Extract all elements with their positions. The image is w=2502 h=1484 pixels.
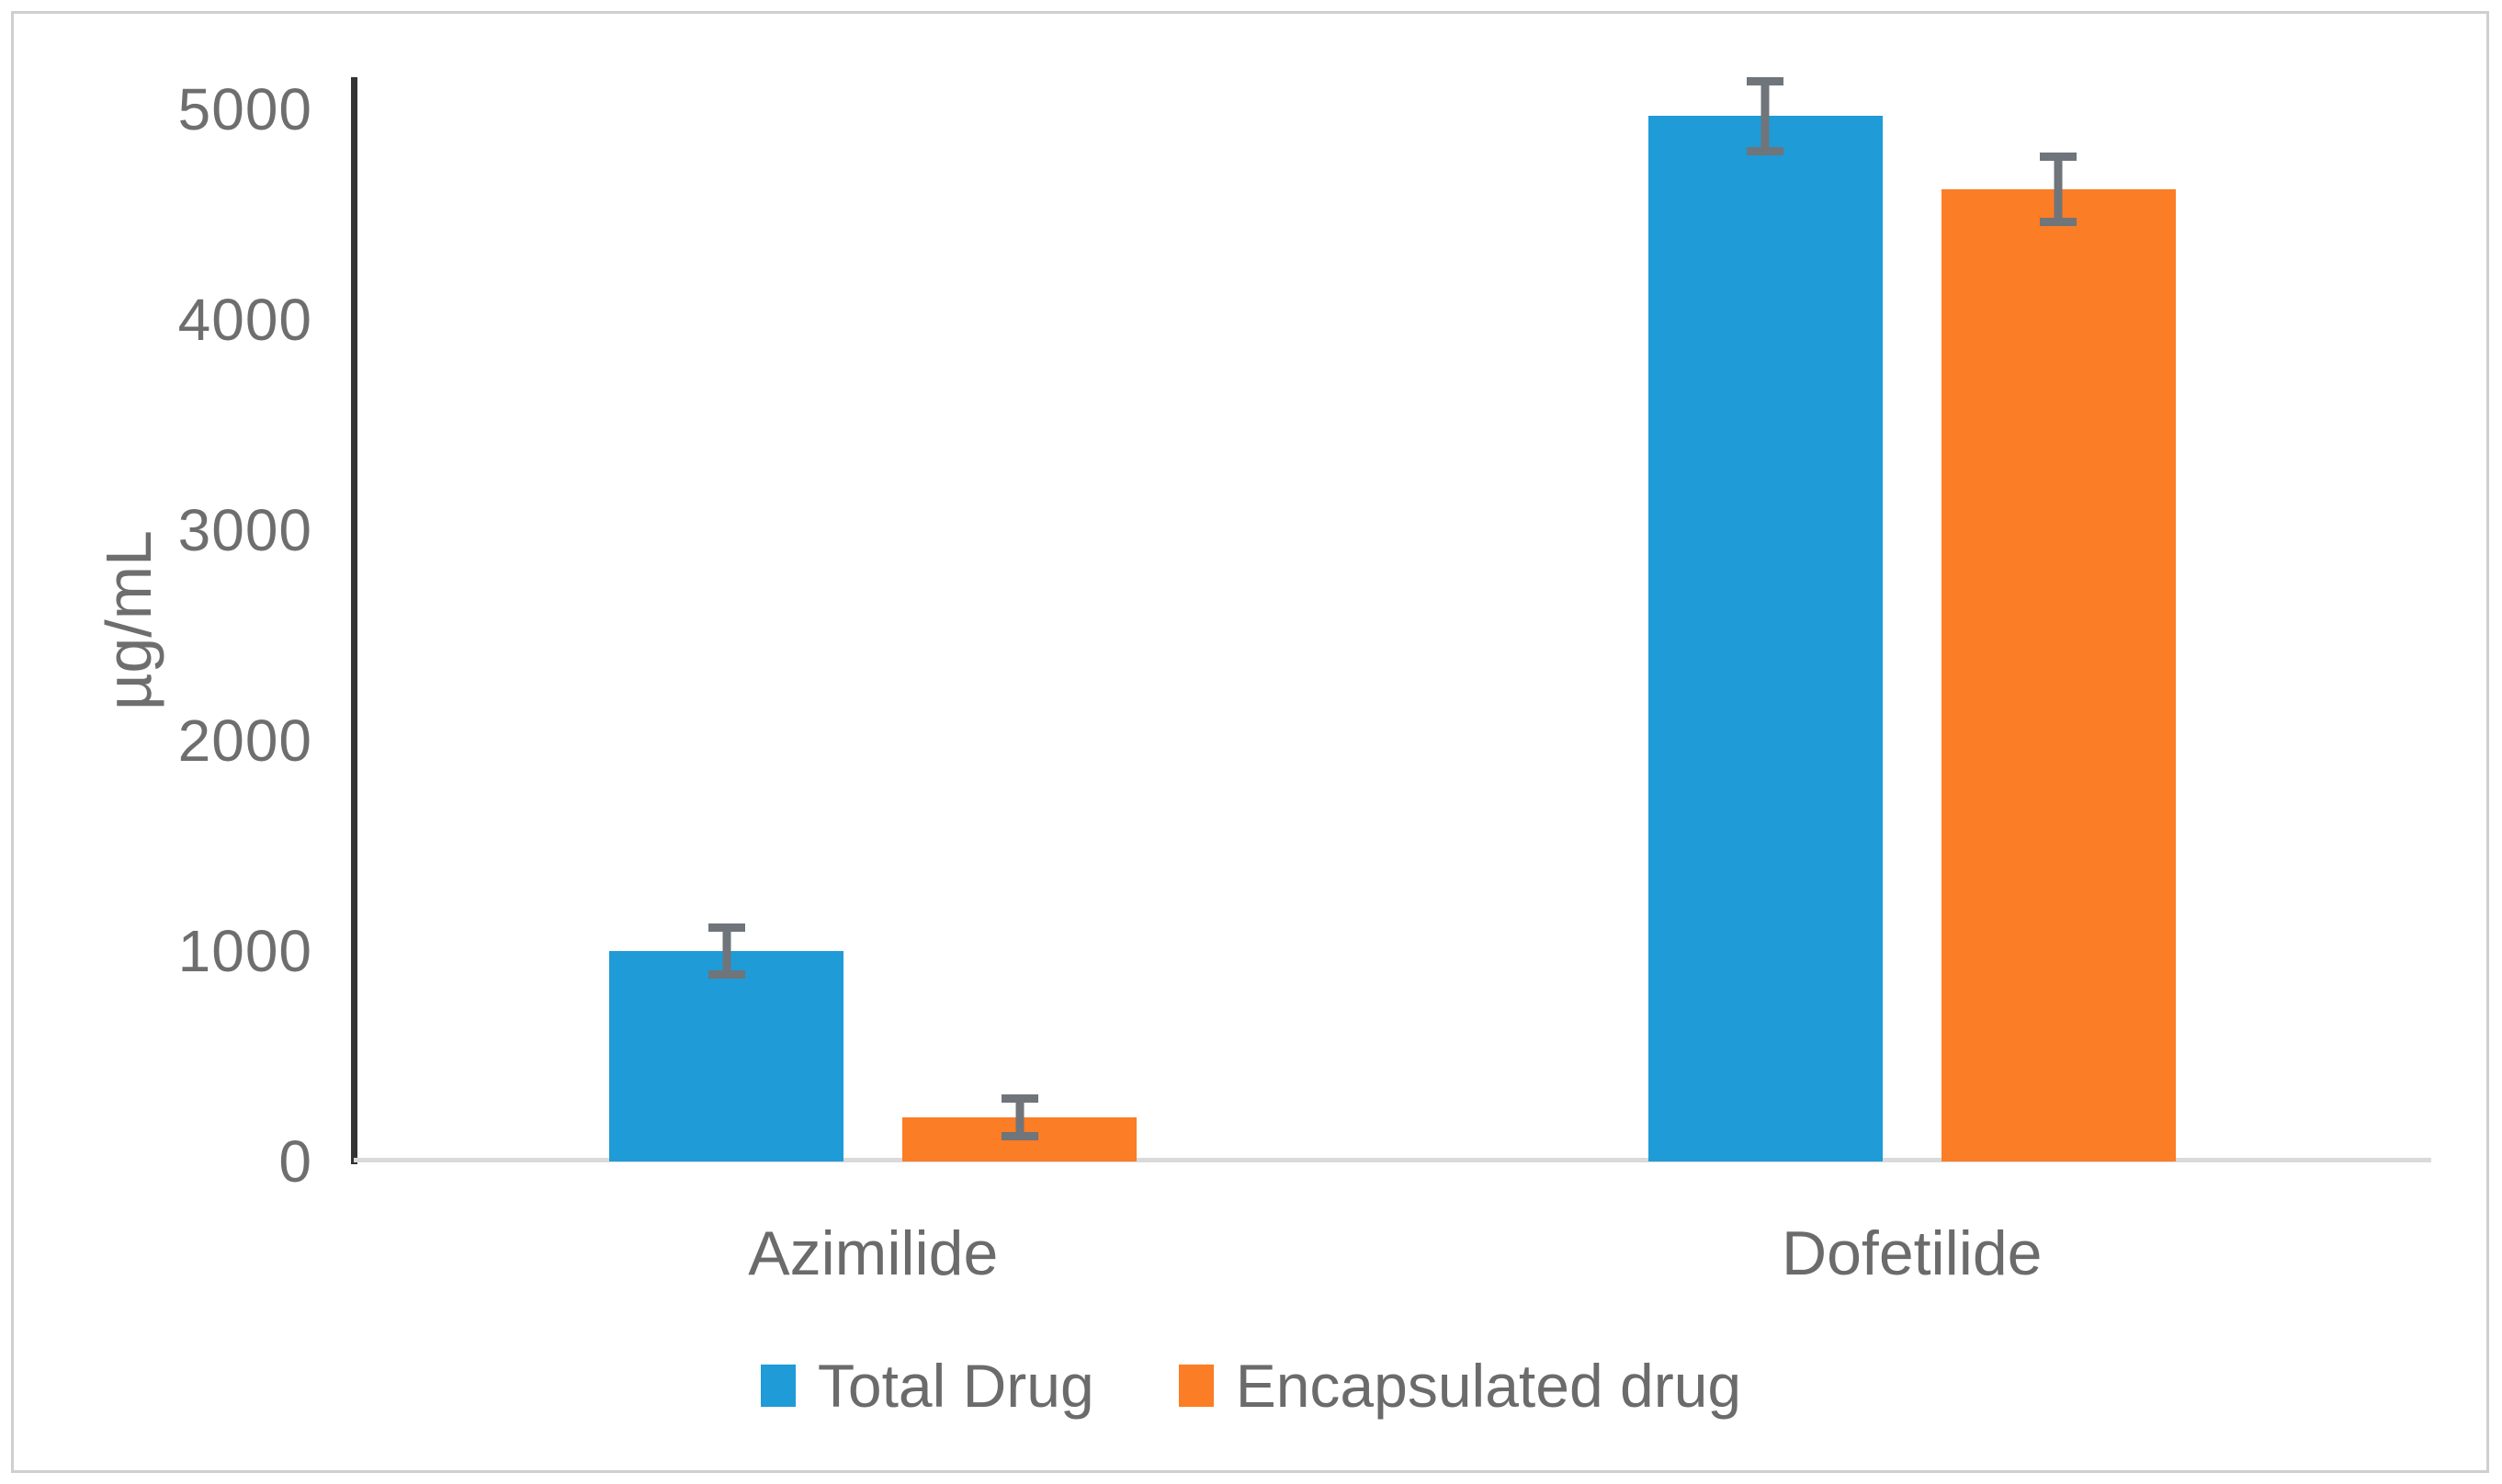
legend-swatch-encapsulated-drug <box>1178 1365 1214 1407</box>
error-bar-cap-top <box>1001 1093 1038 1103</box>
error-bar-cap-bottom <box>1001 1132 1038 1141</box>
x-axis-category-labels: Azimilide Dofetilide <box>354 1215 2431 1297</box>
x-axis-baseline <box>354 1158 2431 1162</box>
error-bar-stem <box>722 923 731 979</box>
error-bar-cap-top <box>708 923 745 933</box>
legend-label-total-drug: Total Drug <box>817 1352 1094 1420</box>
error-bar-cap-bottom <box>1747 146 1784 155</box>
bar-azimilide-total-drug <box>609 951 844 1161</box>
legend-item-total-drug: Total Drug <box>760 1351 1094 1421</box>
error-bar-azimilide-total-drug <box>708 923 745 979</box>
error-bar-cap-top <box>1747 76 1784 85</box>
y-tick-label-1000: 1000 <box>177 918 312 985</box>
y-tick-label-0: 0 <box>278 1128 312 1195</box>
legend-item-encapsulated-drug: Encapsulated drug <box>1178 1351 1742 1421</box>
x-label-dofetilide: Dofetilide <box>1782 1218 2043 1288</box>
bar-dofetilide-total-drug <box>1647 116 1883 1161</box>
y-tick-label-2000: 2000 <box>177 708 312 775</box>
error-bar-dofetilide-total-drug <box>1747 76 1784 155</box>
y-tick-label-5000: 5000 <box>177 76 312 143</box>
error-bar-cap-bottom <box>2040 218 2077 227</box>
error-bar-cap-top <box>2040 153 2077 162</box>
y-axis-line <box>351 77 357 1164</box>
error-bar-stem <box>1015 1093 1025 1141</box>
figure-border <box>11 11 2489 1473</box>
legend: Total Drug Encapsulated drug <box>0 1343 2502 1428</box>
y-tick-label-3000: 3000 <box>177 497 312 564</box>
error-bar-azimilide-encapsulated-drug <box>1001 1093 1038 1141</box>
bar-dofetilide-encapsulated-drug <box>1941 189 2176 1161</box>
error-bar-dofetilide-encapsulated-drug <box>2040 153 2077 227</box>
legend-label-encapsulated-drug: Encapsulated drug <box>1235 1352 1742 1420</box>
legend-swatch-total-drug <box>760 1365 796 1407</box>
plot-area <box>354 76 2431 1161</box>
x-label-azimilide: Azimilide <box>748 1218 999 1288</box>
error-bar-stem <box>1760 76 1770 155</box>
error-bar-cap-bottom <box>708 969 745 979</box>
y-axis-tick-labels: 0 1000 2000 3000 4000 5000 <box>0 76 312 1195</box>
error-bar-stem <box>2054 153 2063 227</box>
y-tick-label-4000: 4000 <box>177 287 312 354</box>
